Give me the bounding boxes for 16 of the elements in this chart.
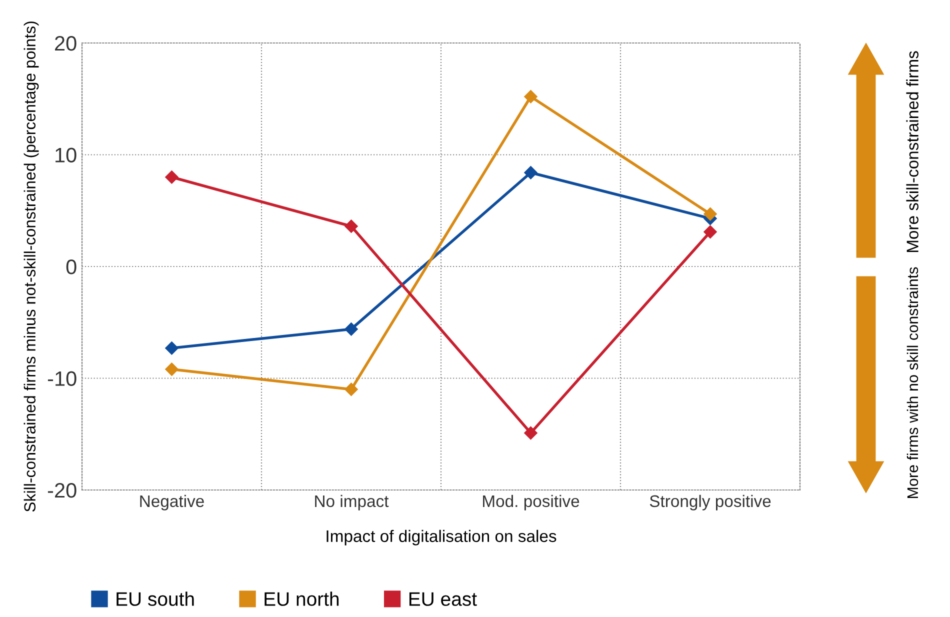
legend-label: EU north: [264, 592, 339, 606]
text: More firms with no skill constraints: [906, 267, 918, 498]
x-tick-label: No impact: [315, 494, 389, 510]
x-tick-label: Mod. positive: [483, 494, 580, 510]
y-axis-title: Skill-constrained firms minus not-skill-constrained (percentage points): [24, 22, 39, 512]
legend-label: EU south: [116, 592, 194, 606]
x-tick-label: Negative: [140, 494, 204, 510]
y-tick-label: -10: [48, 371, 76, 386]
y-tick-label: 10: [56, 148, 76, 163]
x-tick-label: Strongly positive: [650, 494, 771, 510]
text: More skill-constrained firms: [906, 51, 918, 252]
y-tick-label: 20: [55, 36, 76, 51]
y-tick-label: -20: [48, 483, 76, 498]
x-axis-title: Impact of digitalisation on sales: [326, 530, 556, 546]
y-tick-label: 0: [66, 260, 76, 274]
legend-label: EU east: [409, 592, 477, 606]
